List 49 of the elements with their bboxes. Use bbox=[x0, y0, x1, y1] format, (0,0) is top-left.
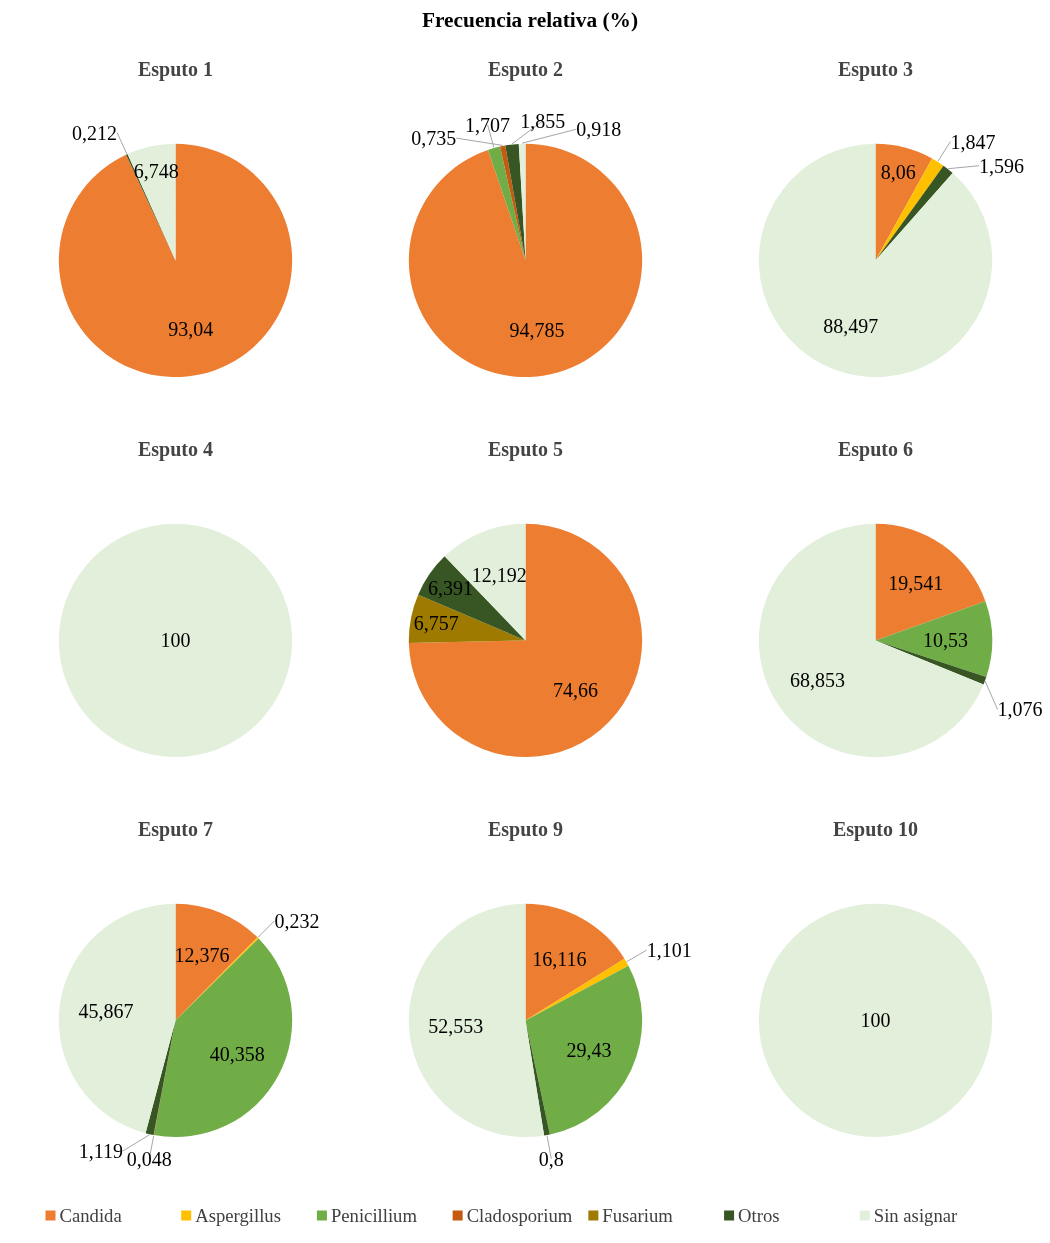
data-label: 74,66 bbox=[553, 678, 599, 701]
legend-label: Cladosporium bbox=[466, 1205, 573, 1226]
data-label: 0,048 bbox=[126, 1147, 172, 1170]
data-label: 1,707 bbox=[465, 113, 511, 136]
data-label: 40,358 bbox=[209, 1042, 265, 1065]
data-label: 100 bbox=[860, 1009, 891, 1032]
data-label: 0,232 bbox=[274, 909, 320, 932]
data-label: 100 bbox=[160, 629, 191, 652]
data-label: 1,101 bbox=[646, 939, 692, 962]
data-label: 1,855 bbox=[520, 109, 566, 132]
legend-label: Aspergillus bbox=[195, 1205, 281, 1226]
data-label: 29,43 bbox=[566, 1039, 612, 1062]
data-label: 1,596 bbox=[979, 154, 1025, 177]
data-label: 0,918 bbox=[576, 118, 622, 141]
text: Frecuencia relativa (%) bbox=[421, 7, 639, 34]
chart-title: Esputo 3 bbox=[837, 57, 914, 81]
data-label: 19,541 bbox=[888, 571, 944, 594]
data-label: 16,116 bbox=[532, 947, 587, 970]
data-label: 6,757 bbox=[413, 612, 459, 635]
legend-label: Penicillium bbox=[330, 1205, 418, 1226]
data-label: 10,53 bbox=[922, 628, 968, 651]
data-label: 94,785 bbox=[509, 318, 565, 341]
data-label: 1,119 bbox=[78, 1139, 123, 1162]
chart-title: Esputo 6 bbox=[837, 437, 914, 461]
data-label: 0,212 bbox=[72, 121, 118, 144]
chart-title: Esputo 4 bbox=[137, 437, 214, 461]
data-label: 6,391 bbox=[428, 577, 474, 600]
chart-title: Esputo 2 bbox=[487, 57, 564, 81]
chart-title: Esputo 10 bbox=[832, 817, 919, 841]
data-label: 93,04 bbox=[168, 318, 214, 341]
chart-title: Esputo 1 bbox=[137, 57, 214, 81]
data-label: 12,192 bbox=[471, 564, 527, 587]
data-label: 1,076 bbox=[997, 698, 1043, 721]
legend-label: Sin asignar bbox=[873, 1205, 958, 1226]
chart-title: Esputo 9 bbox=[487, 817, 564, 841]
data-label: 68,853 bbox=[789, 668, 845, 691]
data-label: 0,8 bbox=[538, 1147, 564, 1170]
data-label: 0,735 bbox=[411, 127, 457, 150]
legend-label: Candida bbox=[59, 1205, 123, 1226]
data-label: 88,497 bbox=[823, 315, 879, 338]
data-label: 52,553 bbox=[428, 1015, 484, 1038]
legend-label: Otros bbox=[738, 1205, 780, 1226]
data-label: 45,867 bbox=[78, 1000, 134, 1023]
chart-title: Esputo 7 bbox=[137, 817, 214, 841]
data-label: 8,06 bbox=[880, 160, 916, 183]
legend-label: Fusarium bbox=[602, 1205, 674, 1226]
chart-title: Esputo 5 bbox=[487, 437, 564, 461]
data-label: 12,376 bbox=[174, 944, 230, 967]
data-label: 1,847 bbox=[950, 130, 996, 153]
